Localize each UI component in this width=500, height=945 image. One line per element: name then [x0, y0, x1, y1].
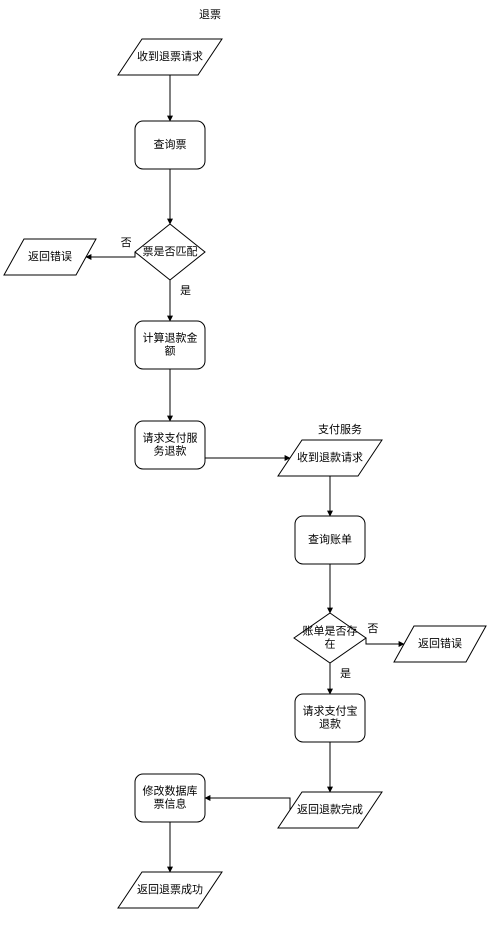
edge-label: 是	[340, 667, 351, 680]
section-title: 支付服务	[318, 423, 362, 436]
node-n8: 查询账单	[295, 516, 365, 564]
node-label: 返回退票成功	[137, 883, 203, 896]
node-label: 收到退款请求	[297, 450, 363, 464]
node-label: 票是否匹配	[143, 245, 198, 258]
node-n9: 账单是否存在	[294, 613, 366, 663]
edge	[205, 445, 290, 458]
node-label: 查询票	[154, 137, 187, 151]
flowchart-canvas: 否是否是收到退票请求查询票票是否匹配返回错误计算退款金额请求支付服务退款收到退款…	[0, 0, 500, 945]
node-n2: 查询票	[135, 121, 205, 169]
node-n5: 计算退款金额	[135, 321, 205, 369]
edge	[86, 252, 135, 257]
node-label: 返回错误	[28, 249, 72, 263]
node-n14: 返回退票成功	[118, 872, 222, 908]
node-n6: 请求支付服务退款	[135, 421, 205, 469]
node-n3: 票是否匹配	[135, 224, 205, 280]
node-n4: 返回错误	[4, 239, 96, 275]
node-n7: 收到退款请求	[278, 440, 382, 476]
section-title: 退票	[199, 8, 221, 21]
node-label: 返回退款完成	[297, 802, 363, 816]
flowchart-svg: 否是否是收到退票请求查询票票是否匹配返回错误计算退款金额请求支付服务退款收到退款…	[0, 0, 500, 945]
edge	[205, 798, 290, 810]
edge-label: 是	[180, 284, 191, 297]
node-n1: 收到退票请求	[118, 39, 222, 75]
node-label: 查询账单	[308, 532, 352, 546]
node-n11: 请求支付宝退款	[295, 694, 365, 742]
node-n10: 返回错误	[394, 626, 486, 662]
node-label: 收到退票请求	[137, 49, 203, 63]
edge	[366, 638, 404, 644]
edge-label: 否	[121, 237, 132, 249]
edge-label: 否	[367, 623, 378, 635]
node-n12: 返回退款完成	[278, 792, 382, 828]
node-label: 返回错误	[418, 636, 462, 650]
node-n13: 修改数据库票信息	[135, 774, 205, 822]
